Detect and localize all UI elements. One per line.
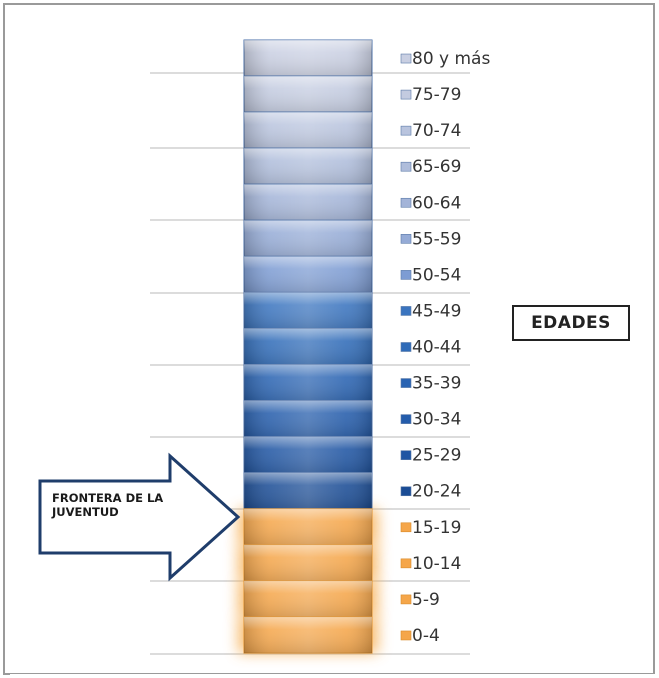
segment-shine xyxy=(244,436,372,473)
legend-label: 70-74 xyxy=(412,121,461,141)
legend-swatch xyxy=(400,89,412,100)
legend-swatch xyxy=(400,522,412,533)
legend-swatch xyxy=(400,197,412,208)
legend-title: EDADES xyxy=(512,305,630,341)
legend-label: 20-24 xyxy=(412,482,461,502)
segment-shine xyxy=(244,508,372,545)
legend-label: 55-59 xyxy=(412,229,461,249)
legend-swatch xyxy=(400,306,412,316)
legend-swatch xyxy=(400,378,412,388)
frontier-annotation: FRONTERA DE LA JUVENTUD xyxy=(52,491,164,519)
segment-shine xyxy=(244,364,372,401)
legend-label: 75-79 xyxy=(412,85,461,105)
segment-shine xyxy=(244,472,372,509)
legend-label: 45-49 xyxy=(412,301,461,321)
segment-shine xyxy=(244,148,372,185)
segment-shine xyxy=(244,544,372,581)
legend-label: 0-4 xyxy=(412,626,440,646)
legend-label: 80 y más xyxy=(412,49,490,69)
segment-shine xyxy=(244,400,372,437)
frame-gap xyxy=(10,674,655,678)
legend-swatch xyxy=(400,450,412,460)
legend-label: 50-54 xyxy=(412,265,461,285)
legend-label: 35-39 xyxy=(412,374,461,394)
legend-swatch xyxy=(400,53,412,64)
segment-shine xyxy=(244,292,372,329)
segment-shine xyxy=(244,256,372,293)
segment-shine xyxy=(244,580,372,617)
legend-swatch xyxy=(400,486,412,497)
segment-shine xyxy=(244,616,372,653)
legend-label: 65-69 xyxy=(412,157,461,177)
segment-shine xyxy=(244,112,372,149)
segment-shine xyxy=(244,184,372,221)
legend-label: 30-34 xyxy=(412,410,461,430)
frontier-arrow xyxy=(38,452,241,582)
segment-shine xyxy=(244,40,372,77)
legend-label: 40-44 xyxy=(412,338,461,358)
legend-label: 5-9 xyxy=(412,590,440,610)
segment-shine xyxy=(244,328,372,365)
segment-shine xyxy=(244,220,372,257)
legend-label: 25-29 xyxy=(412,446,461,466)
legend-label: 60-64 xyxy=(412,193,461,213)
legend-swatch xyxy=(400,630,412,641)
legend-swatch xyxy=(400,234,412,244)
segment-shine xyxy=(244,76,372,113)
legend-swatch xyxy=(400,125,412,136)
legend-label: 15-19 xyxy=(412,518,461,538)
legend-swatch xyxy=(400,161,412,172)
legend-swatch xyxy=(400,270,412,280)
legend-swatch xyxy=(400,558,412,569)
legend: 80 y más 75-79 70-74 65-69 60-64 55-59 50-54 45… xyxy=(400,49,490,646)
bar-segments xyxy=(243,39,373,654)
legend-label: 10-14 xyxy=(412,554,461,574)
legend-swatch xyxy=(400,414,412,424)
legend-swatch xyxy=(400,594,412,605)
legend-swatch xyxy=(400,342,412,352)
